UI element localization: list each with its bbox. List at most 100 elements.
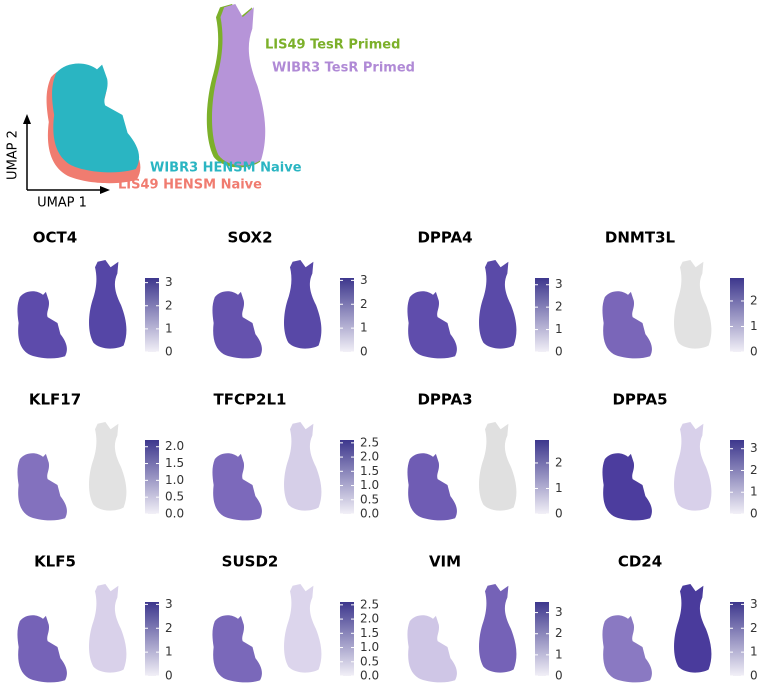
colorbar-tick-label: 0 — [750, 345, 758, 359]
colorbar-tick-label: 1 — [555, 481, 563, 495]
colorbar-tick-label: 3 — [360, 273, 368, 287]
y-axis-label: UMAP 2 — [6, 130, 21, 180]
colorbar-tick-label: 2.0 — [360, 612, 379, 626]
colorbar — [145, 602, 159, 676]
primed-cluster — [479, 260, 517, 349]
panel-title: SUSD2 — [222, 553, 279, 571]
colorbar-tick-label: 1.0 — [165, 473, 184, 487]
panel-title: KLF5 — [34, 553, 76, 571]
primed-cluster — [284, 260, 322, 349]
x-axis-label: UMAP 1 — [37, 196, 87, 211]
feature-panel: TFCP2L1 0.00.51.01.52.02.5 — [212, 391, 379, 521]
panel-title: SOX2 — [227, 229, 272, 247]
naive-cluster — [407, 291, 457, 359]
naive-cluster — [212, 291, 262, 359]
panel-title: DNMT3L — [605, 229, 676, 247]
feature-panel: SUSD2 0.00.51.01.52.02.5 — [212, 553, 379, 683]
colorbar-tick-label: 2 — [555, 455, 563, 469]
colorbar-tick-label: 1.5 — [360, 626, 379, 640]
panel-title: DPPA4 — [417, 229, 472, 247]
naive-cluster — [212, 615, 262, 683]
group-label: LIS49 HENSM Naive — [118, 178, 262, 193]
colorbar-tick-label: 0 — [555, 345, 563, 359]
feature-panel: DPPA4 0 1 2 3 — [407, 229, 563, 359]
colorbar — [340, 278, 354, 352]
colorbar-tick-label: 2 — [750, 463, 758, 477]
primed-cluster — [89, 422, 127, 511]
panel-title: OCT4 — [33, 229, 77, 247]
colorbar-tick-label: 0 — [750, 669, 758, 683]
naive-cluster — [602, 453, 652, 521]
naive-cluster — [407, 615, 457, 683]
feature-panel: DPPA5 0 1 2 3 — [602, 391, 758, 521]
colorbar-tick-label: 2 — [555, 626, 563, 640]
colorbar-tick-label: 0.5 — [360, 654, 379, 668]
colorbar — [730, 440, 744, 514]
panel-title: CD24 — [618, 553, 662, 571]
panel-title: DPPA5 — [612, 391, 667, 409]
colorbar-tick-label: 3 — [750, 597, 758, 611]
colorbar — [730, 602, 744, 676]
colorbar-tick-label: 2 — [750, 293, 758, 307]
arrow-head — [23, 114, 31, 124]
colorbar-tick-label: 2 — [165, 298, 173, 312]
feature-panel: OCT4 0 1 2 3 — [17, 229, 173, 359]
colorbar-tick-label: 1 — [750, 319, 758, 333]
feature-panel: DNMT3L 0 1 2 — [602, 229, 758, 359]
colorbar-tick-label: 0 — [165, 669, 173, 683]
colorbar-tick-label: 1 — [555, 322, 563, 336]
primed-cluster — [479, 422, 517, 511]
primed-cluster — [674, 584, 712, 673]
naive-cluster — [17, 453, 67, 521]
colorbar-tick-label: 2 — [165, 621, 173, 635]
colorbar-tick-label: 0 — [555, 507, 563, 521]
naive-cluster — [407, 453, 457, 521]
colorbar-tick-label: 1 — [165, 645, 173, 659]
colorbar-tick-label: 0.5 — [360, 492, 379, 506]
naive-cluster — [212, 453, 262, 521]
naive-cluster — [602, 615, 652, 683]
colorbar-tick-label: 0.0 — [360, 507, 379, 521]
colorbar-tick-label: 2 — [360, 297, 368, 311]
naive-cluster — [17, 615, 67, 683]
naive-cluster — [602, 291, 652, 359]
colorbar-tick-label: 3 — [555, 605, 563, 619]
colorbar-tick-label: 1 — [750, 645, 758, 659]
colorbar-tick-label: 2.5 — [360, 597, 379, 611]
colorbar-tick-label: 0 — [360, 345, 368, 359]
primed-cluster — [89, 260, 127, 349]
colorbar — [730, 278, 744, 352]
group-label: WIBR3 TesR Primed — [272, 61, 415, 76]
primed-cluster — [479, 584, 517, 673]
colorbar-tick-label: 1.0 — [360, 640, 379, 654]
colorbar-tick-label: 1 — [165, 321, 173, 335]
colorbar-tick-label: 1 — [360, 321, 368, 335]
colorbar-tick-label: 1.5 — [165, 456, 184, 470]
colorbar-tick-label: 2 — [555, 300, 563, 314]
colorbar-tick-label: 1 — [555, 647, 563, 661]
colorbar-tick-label: 1 — [750, 485, 758, 499]
feature-panel: KLF5 0 1 2 3 — [17, 553, 173, 683]
colorbar-tick-label: 3 — [555, 277, 563, 291]
colorbar-tick-label: 0 — [750, 507, 758, 521]
feature-panel: VIM 0 1 2 3 — [407, 553, 563, 683]
group-label: WIBR3 HENSM Naive — [150, 161, 302, 176]
colorbar — [340, 440, 354, 514]
colorbar — [535, 440, 549, 514]
panel-title: TFCP2L1 — [214, 391, 287, 409]
overview: UMAP 1 UMAP 2 LIS49 TesR Primed WIBR3 Te… — [6, 4, 415, 211]
primed-cluster — [674, 260, 712, 349]
colorbar — [340, 602, 354, 676]
colorbar — [535, 278, 549, 352]
panel-title: DPPA3 — [417, 391, 472, 409]
naive-cluster — [17, 291, 67, 359]
colorbar-tick-label: 1.0 — [360, 478, 379, 492]
colorbar-tick-label: 3 — [165, 597, 173, 611]
primed-cluster — [89, 584, 127, 673]
colorbar-tick-label: 0.0 — [165, 507, 184, 521]
panel-title: KLF17 — [29, 391, 81, 409]
naive-cluster — [52, 63, 140, 173]
colorbar — [535, 602, 549, 676]
colorbar-tick-label: 2.0 — [165, 439, 184, 453]
